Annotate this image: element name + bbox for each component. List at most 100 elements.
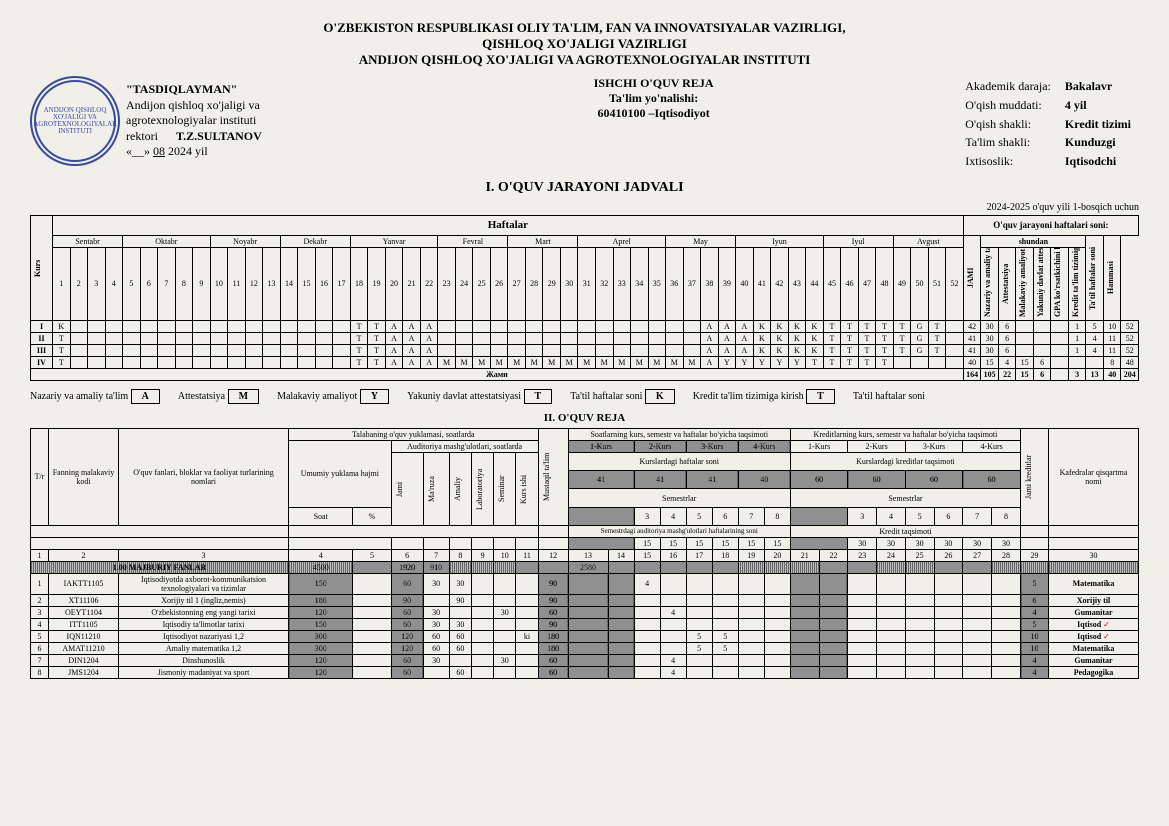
idx-v: 15 (712, 537, 738, 549)
week-cell (613, 320, 631, 332)
legend-item: Malakaviy amaliyot Y (277, 389, 389, 404)
week-cell: M (613, 356, 631, 368)
subj-dept: Gumanitar (1049, 654, 1139, 666)
week-cell (648, 320, 666, 332)
subj-sem-h (738, 630, 764, 642)
summary-header: O'quv jarayoni haftalari soni: (963, 215, 1138, 235)
subj-sem-k (877, 606, 906, 618)
colnum: 18 (712, 549, 738, 561)
idx-hl2 (790, 537, 847, 549)
week-cell (595, 320, 613, 332)
jami-cell: 15 (1016, 368, 1034, 380)
week-cell (438, 320, 456, 332)
week-cell (210, 320, 228, 332)
subj-jk: 4 (1021, 606, 1049, 618)
colnum: 23 (848, 549, 877, 561)
subj-sem-h (660, 642, 686, 654)
week-cell: A (385, 320, 403, 332)
week-num: 3 (88, 247, 106, 320)
subj-sem-k (963, 606, 992, 618)
col-pct: % (353, 507, 391, 525)
col-um: Umumiy yuklama hajmi (289, 440, 392, 507)
block-total (848, 561, 877, 573)
subj-um: 300 (289, 642, 353, 654)
col-lab: Laboratoriya (475, 454, 484, 524)
subj-sem-k (963, 594, 992, 606)
week-cell: K (753, 320, 771, 332)
week-cell: Y (736, 356, 754, 368)
week-cell (105, 320, 123, 332)
subj-sem (494, 573, 516, 594)
week-cell (298, 320, 316, 332)
week-cell: M (508, 356, 526, 368)
week-cell (315, 356, 333, 368)
sem-num-k: 5 (905, 507, 934, 525)
kred-haf-val: 60 (790, 471, 847, 489)
kurs-hdr-k: 2-Kurs (848, 440, 905, 452)
block-total (991, 561, 1020, 573)
subj-dept: Iqtisod ✓ (1049, 630, 1139, 642)
week-num: 2 (70, 247, 88, 320)
subj-sem-k (848, 654, 877, 666)
approve-date-month: 08 (153, 144, 165, 158)
subj-sem-h (634, 642, 660, 654)
block-total (764, 561, 790, 573)
block-total (712, 561, 738, 573)
block-total (472, 561, 494, 573)
subj-sem-k (905, 594, 934, 606)
subj-sem-h: 4 (660, 666, 686, 678)
week-cell: T (350, 332, 368, 344)
week-cell: T (368, 356, 386, 368)
week-num: 50 (911, 247, 929, 320)
month-header: Noyabr (210, 235, 280, 247)
week-cell: M (438, 356, 456, 368)
week-num: 35 (648, 247, 666, 320)
week-num: 52 (946, 247, 964, 320)
block-total (738, 561, 764, 573)
sum-cell (1016, 332, 1034, 344)
subj-code: IQN11210 (49, 630, 119, 642)
subj-am: 30 (449, 573, 471, 594)
sum-c2: Attestatsiya (1001, 249, 1010, 319)
week-cell (595, 332, 613, 344)
subj-dept: Iqtisod ✓ (1049, 618, 1139, 630)
week-cell: T (53, 356, 71, 368)
col-jami: Jami (395, 454, 404, 524)
subj-num: 6 (31, 642, 49, 654)
month-header: Avgust (893, 235, 963, 247)
subj-sem-k (934, 642, 963, 654)
info-label: Akademik daraja: (959, 78, 1057, 95)
kurs-hdr-k: 4-Kurs (963, 440, 1021, 452)
idx-v: 15 (686, 537, 712, 549)
subj-sem-k (848, 606, 877, 618)
subj-sem-h (738, 594, 764, 606)
subj-sem-k (934, 573, 963, 594)
block-total (353, 561, 391, 573)
subj-sem-h (738, 654, 764, 666)
colnum: 26 (934, 549, 963, 561)
colnum: 2 (49, 549, 119, 561)
approval-block: "TASDIQLAYMAN" Andijon qishloq xo'jaligi… (126, 82, 262, 160)
subj-um: 150 (289, 618, 353, 630)
sum-cell (1016, 320, 1034, 332)
info-value: Bakalavr (1059, 78, 1137, 95)
week-cell: T (841, 332, 859, 344)
subj-um: 120 (289, 654, 353, 666)
week-cell: T (893, 332, 911, 344)
week-cell: M (473, 356, 491, 368)
kurs-hdr: 1-Kurs (568, 440, 634, 452)
colnum: 20 (764, 549, 790, 561)
grp-load: Talabaning o'quv yuklamasi, soatlarda (289, 428, 539, 440)
legend-code: M (228, 389, 259, 404)
subj-sem-h (712, 594, 738, 606)
idx-v: 30 (934, 537, 963, 549)
haf-val: 41 (634, 471, 686, 489)
subj-um: 180 (289, 594, 353, 606)
subj-mar: 30 (423, 618, 449, 630)
subj-code: DIN1204 (49, 654, 119, 666)
week-cell: T (858, 332, 876, 344)
legend-item: Yakuniy davlat attestatsiyasi T (407, 389, 552, 404)
sum-c4: Yakuniy davlat attestatsiyasi (1036, 249, 1045, 319)
subj-sem-h (634, 630, 660, 642)
week-cell: A (701, 320, 719, 332)
